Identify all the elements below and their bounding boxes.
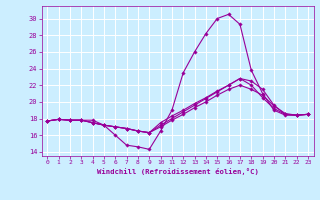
X-axis label: Windchill (Refroidissement éolien,°C): Windchill (Refroidissement éolien,°C) — [97, 168, 259, 175]
